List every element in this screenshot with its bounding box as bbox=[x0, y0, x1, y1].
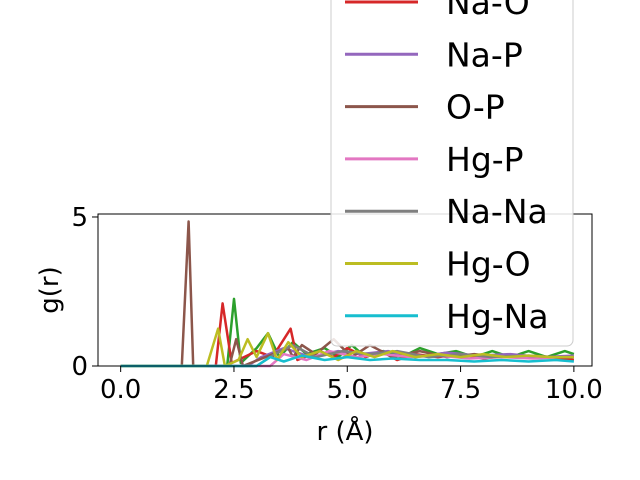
x-tick-label: 5.0 bbox=[327, 375, 368, 405]
x-tick-label: 10.0 bbox=[545, 375, 603, 405]
x-ticks: 0.0 2.5 5.0 7.5 10.0 bbox=[100, 366, 603, 405]
x-axis-label: r (Å) bbox=[316, 415, 373, 447]
y-tick-label: 0 bbox=[71, 352, 88, 382]
legend-label-na-na: Na-Na bbox=[446, 192, 548, 231]
legend-label-hg-p: Hg-P bbox=[446, 140, 524, 179]
legend-label-hg-na: Hg-Na bbox=[446, 297, 549, 336]
y-tick-label: 5 bbox=[71, 203, 88, 233]
x-tick-label: 0.0 bbox=[100, 375, 141, 405]
y-axis-label: g(r) bbox=[35, 266, 65, 313]
legend-label-o-p: O-P bbox=[446, 88, 505, 127]
legend-label-na-p: Na-P bbox=[446, 35, 523, 74]
y-ticks: 05 bbox=[71, 203, 98, 382]
x-tick-label: 7.5 bbox=[440, 375, 481, 405]
legend-label-hg-o: Hg-O bbox=[446, 245, 531, 284]
legend-entries: Na-O Na-P O-P Hg-P Na-Na Hg-O Hg-Na bbox=[345, 0, 549, 336]
legend-box bbox=[330, 0, 574, 347]
x-tick-label: 2.5 bbox=[213, 375, 254, 405]
legend: Na-O Na-P O-P Hg-P Na-Na Hg-O Hg-Na bbox=[330, 0, 574, 347]
series-line-hg-na bbox=[120, 354, 575, 368]
legend-label-na-o: Na-O bbox=[446, 0, 530, 22]
series-line-hg-o bbox=[120, 327, 574, 368]
